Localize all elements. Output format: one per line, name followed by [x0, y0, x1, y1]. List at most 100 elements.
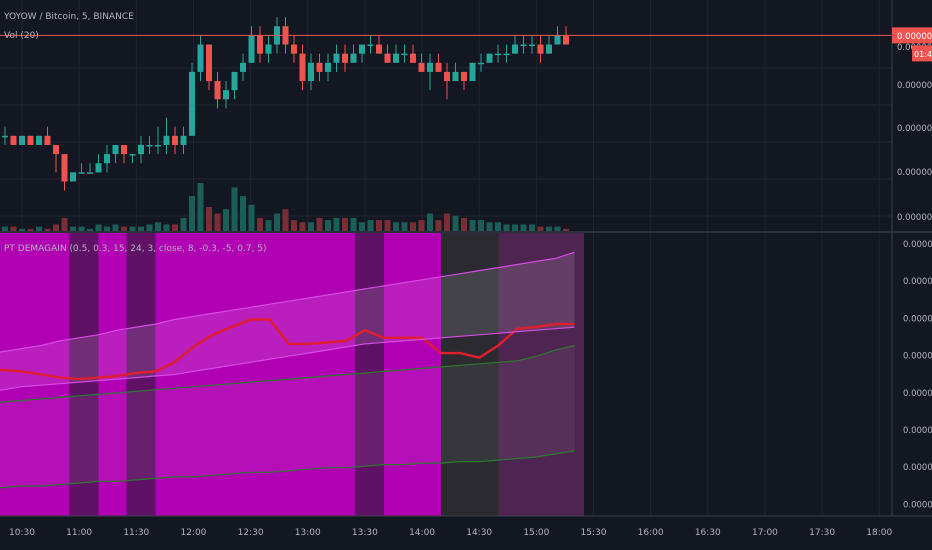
volume-bar [546, 226, 552, 231]
volume-bar [316, 217, 323, 231]
volume-bar [274, 213, 280, 231]
candle-body [121, 144, 127, 155]
volume-bar [265, 220, 272, 231]
candle-body [78, 172, 85, 174]
grid-lines [0, 0, 892, 516]
volume-bar [223, 209, 229, 231]
volume-bar [27, 228, 34, 231]
band-fill [0, 345, 575, 488]
candle-body [427, 62, 433, 72]
volume-bar [104, 226, 110, 231]
candle-body [291, 44, 297, 54]
candle-body [53, 144, 59, 155]
volume-bar [53, 224, 59, 231]
candle-body [70, 172, 76, 182]
volume-bar [520, 224, 527, 231]
volume-bar [367, 220, 374, 231]
candle-body [418, 62, 425, 72]
candle-body [180, 135, 187, 145]
volume-bar [299, 222, 306, 231]
volume-bar [410, 222, 416, 231]
candle-body [325, 62, 331, 72]
time-tick-label: 11:00 [66, 528, 92, 538]
volume-label[interactable]: Vol (20) [4, 31, 39, 41]
volume-bar [469, 220, 476, 231]
indicator-line [0, 344, 575, 403]
volume-bar [189, 196, 195, 231]
time-tick-label: 14:30 [466, 528, 492, 538]
volume-bar [495, 222, 501, 231]
indicator-line [0, 326, 575, 391]
volume-bar [554, 226, 561, 231]
candle-body [265, 44, 272, 54]
candle-body [104, 154, 110, 164]
volume-bar [231, 187, 238, 231]
time-tick-label: 16:00 [638, 528, 664, 538]
candle-body [452, 71, 459, 82]
volume-bar [138, 226, 144, 231]
price-badge-label: 0.00000489 [897, 32, 932, 42]
volume-bar [537, 226, 544, 231]
volume-bar [10, 226, 17, 231]
indicator-tick-label: 0.0000 [903, 352, 932, 362]
indicator-tick-label: 0.0000 [903, 463, 932, 473]
time-tick-label: 16:30 [695, 528, 721, 538]
volume-bar [427, 213, 433, 231]
volume-bar [376, 220, 382, 231]
candle-body [554, 35, 561, 45]
candle-body [563, 35, 569, 45]
candle-body [61, 154, 68, 182]
candle-body [435, 62, 442, 72]
volume-bar [393, 222, 399, 231]
volume-bar [70, 226, 76, 231]
candle-body [44, 135, 51, 145]
candle-body [197, 44, 204, 72]
candle-body [401, 53, 408, 56]
volume-bar [197, 183, 204, 231]
volume-bar [291, 220, 297, 231]
candle-body [520, 44, 527, 47]
candle-body [333, 53, 340, 63]
volume-bar [214, 213, 221, 231]
volume-bar [121, 226, 127, 231]
volume-bar [444, 213, 450, 231]
candle-body [299, 53, 306, 82]
price-tick-label: 0.00000485 [897, 81, 932, 91]
time-tick-label: 15:30 [581, 528, 607, 538]
volume-bar [87, 228, 93, 231]
indicator-tick-label: 0.0000 [903, 314, 932, 324]
candle-body [19, 135, 25, 145]
time-tick-label: 13:30 [352, 528, 378, 538]
symbol-title[interactable]: YOYOW / Bitcoin, 5, BINANCE [4, 12, 134, 22]
volume-bar [257, 217, 263, 231]
candle-body [214, 81, 221, 100]
volume-bar [172, 224, 178, 231]
volume-bar [435, 220, 442, 231]
candle-body [112, 144, 119, 155]
candle-body [486, 53, 493, 63]
time-tick-label: 12:00 [180, 528, 206, 538]
indicator-tick-label: 0.0000 [903, 389, 932, 399]
indicator-tick-label: 0.0000 [903, 240, 932, 250]
indicator-region [498, 233, 584, 516]
candle-body [223, 90, 229, 100]
candle-body [257, 35, 263, 54]
candle-body [2, 135, 8, 138]
time-tick-label: 13:00 [295, 528, 321, 538]
time-tick-label: 11:30 [123, 528, 149, 538]
volume-bar [19, 228, 25, 231]
volume-bar [146, 224, 153, 231]
candle-body [231, 71, 238, 91]
candle-body [503, 53, 510, 56]
candle-body [146, 144, 153, 147]
volume-bar [61, 217, 68, 231]
time-tick-label: 18:00 [866, 528, 892, 538]
candle-body [495, 53, 501, 56]
indicator-tick-label: 0.0000 [903, 277, 932, 287]
candle-body [469, 62, 476, 82]
indicator-title[interactable]: PT DEMAGAIN (0.5, 0.3, 15, 24, 3, close,… [4, 244, 267, 254]
candle-body [248, 35, 255, 63]
candle-body [393, 53, 399, 63]
indicator-tick-label: 0.0000 [903, 426, 932, 436]
